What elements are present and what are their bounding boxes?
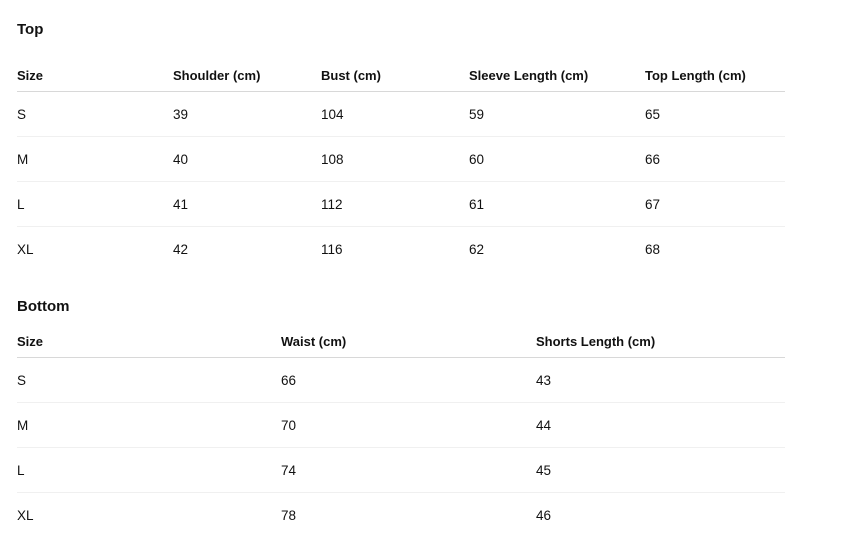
table-row: M 40 108 60 66 <box>17 136 785 182</box>
table-cell: 42 <box>173 241 189 257</box>
header-row: Size Waist (cm) Shorts Length (cm) <box>17 325 785 358</box>
table-cell: 43 <box>536 357 785 403</box>
table-cell: 116 <box>321 241 343 257</box>
column-header: Sleeve Length (cm) <box>469 59 645 92</box>
table-cell: 66 <box>281 357 536 403</box>
table-cell: 59 <box>469 91 645 137</box>
table-cell: L <box>17 181 173 227</box>
table-cell: 40 <box>173 136 321 182</box>
table-row: XL 42 116 62 68 <box>17 227 785 272</box>
table-cell: S <box>17 91 173 137</box>
column-header: Shoulder (cm) <box>173 59 321 92</box>
section-title: Top <box>17 21 44 38</box>
table-cell: 62 <box>469 241 485 257</box>
bottom-size-table: Size Waist (cm) Shorts Length (cm) S 66 43 M 70… <box>17 325 785 537</box>
table-cell: 39 <box>173 91 321 137</box>
table-cell: M <box>17 136 173 182</box>
table-cell: 108 <box>321 136 469 182</box>
header-row: Size Shoulder (cm) Bust (cm) Sleeve Length … <box>17 59 785 92</box>
table-row: L 74 45 <box>17 447 785 493</box>
table-cell: 44 <box>536 402 785 448</box>
column-header: Top Length (cm) <box>645 59 785 92</box>
table-cell: 65 <box>645 91 785 137</box>
table-cell: 104 <box>321 91 469 137</box>
table-cell: L <box>17 447 281 493</box>
table-cell: 41 <box>173 181 321 227</box>
column-header: Waist (cm) <box>281 325 536 358</box>
table-row: XL 78 46 <box>17 493 785 538</box>
column-header: Size <box>17 325 281 358</box>
table-cell: 67 <box>645 181 785 227</box>
top-size-table: Size Shoulder (cm) Bust (cm) Sleeve Length … <box>17 59 785 271</box>
section-title: Bottom <box>17 298 70 315</box>
table-row: S 39 104 59 65 <box>17 91 785 137</box>
column-header: Size <box>17 59 173 92</box>
table-cell: S <box>17 357 281 403</box>
table-row: S 66 43 <box>17 357 785 403</box>
table-cell: 70 <box>281 402 536 448</box>
table-cell: M <box>17 402 281 448</box>
table-cell: 45 <box>536 447 785 493</box>
table-row: M 70 44 <box>17 402 785 448</box>
column-header: Bust (cm) <box>321 59 469 92</box>
table-cell: 60 <box>469 136 645 182</box>
table-cell: 78 <box>281 507 297 523</box>
table-row: L 41 112 61 67 <box>17 181 785 227</box>
column-header: Shorts Length (cm) <box>536 325 785 358</box>
table-cell: 66 <box>645 136 785 182</box>
table-cell: 61 <box>469 181 645 227</box>
table-cell: XL <box>17 241 34 257</box>
table-cell: 46 <box>536 507 552 523</box>
table-cell: 112 <box>321 181 469 227</box>
table-cell: 68 <box>645 241 661 257</box>
table-cell: XL <box>17 507 34 523</box>
table-cell: 74 <box>281 447 536 493</box>
